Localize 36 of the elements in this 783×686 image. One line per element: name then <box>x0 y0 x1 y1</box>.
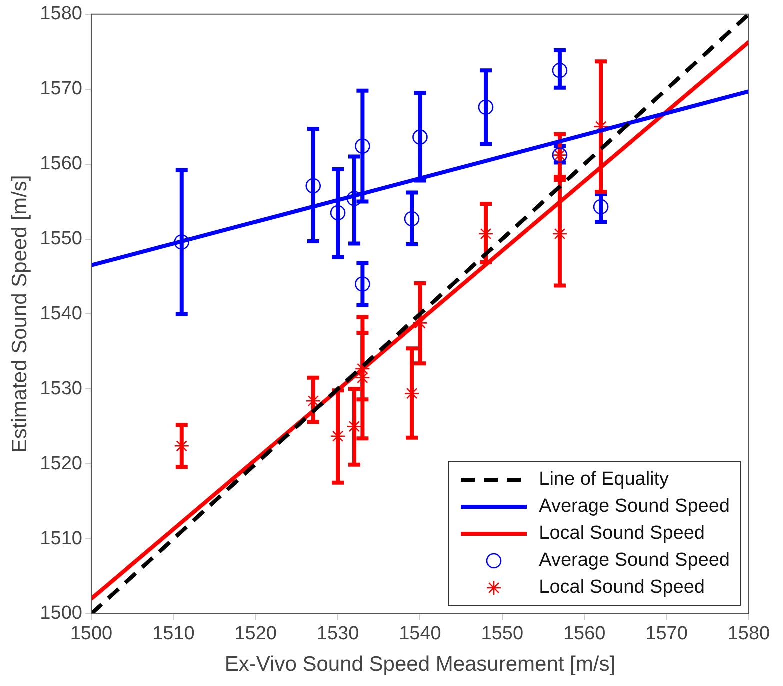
point <box>174 234 190 250</box>
legend-label: Average Sound Speed <box>539 550 730 572</box>
x-tick-label: 1580 <box>728 624 770 645</box>
point <box>593 199 609 215</box>
point <box>412 130 428 145</box>
x-axis-title: Ex-Vivo Sound Speed Measurement [m/s] <box>224 653 616 676</box>
legend-label: Average Sound Speed <box>539 496 730 518</box>
x-tick-label: 1540 <box>399 624 442 645</box>
legend-label: Local Sound Speed <box>539 576 705 598</box>
y-tick-label: 1500 <box>40 603 82 624</box>
y-axis-title: Estimated Sound Speed [m/s] <box>8 175 32 454</box>
y-tick-label: 1550 <box>40 228 82 250</box>
x-tick-label: 1520 <box>234 624 277 645</box>
point <box>593 119 609 134</box>
legend-label: Line of Equality <box>539 468 670 490</box>
y-tick-label: 1510 <box>40 528 82 550</box>
y-tick-label: 1520 <box>40 453 82 474</box>
x-tick-label: 1570 <box>646 624 688 645</box>
y-tick-label: 1530 <box>40 378 82 400</box>
point <box>355 276 370 292</box>
point <box>404 211 420 227</box>
y-tick-label: 1560 <box>40 154 82 175</box>
x-tick-label: 1500 <box>70 624 113 645</box>
y-tick-label: 1570 <box>40 78 82 100</box>
point <box>552 62 568 78</box>
y-tick-label: 1580 <box>40 4 82 25</box>
point <box>355 138 370 154</box>
x-tick-label: 1510 <box>152 624 195 645</box>
x-tick-label: 1530 <box>316 624 360 645</box>
x-tick-label: 1550 <box>481 624 524 645</box>
y-tick-label: 1540 <box>40 303 82 324</box>
point <box>478 100 494 115</box>
point <box>330 205 346 221</box>
point <box>306 178 322 194</box>
x-tick-label: 1560 <box>563 624 606 645</box>
legend-label: Local Sound Speed <box>539 522 705 544</box>
